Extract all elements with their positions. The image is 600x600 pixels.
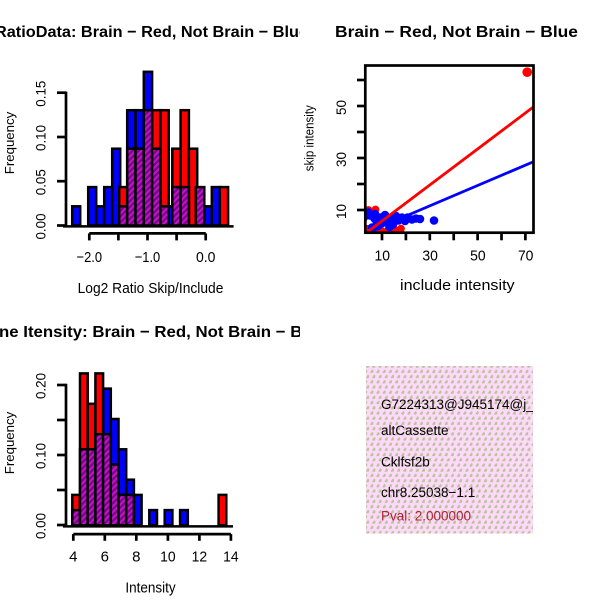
svg-text:50: 50 — [470, 247, 486, 264]
svg-text:G7224313@J945174@j_5: G7224313@J945174@j_5 — [381, 397, 541, 412]
svg-text:0.05: 0.05 — [33, 169, 49, 195]
svg-text:14: 14 — [223, 549, 239, 566]
svg-text:Frequency: Frequency — [3, 111, 17, 174]
svg-text:RatioData: Brain − Red, Not Br: RatioData: Brain − Red, Not Brain − Blue — [0, 24, 308, 41]
svg-text:−2.0: −2.0 — [77, 249, 103, 266]
svg-text:0.20: 0.20 — [33, 373, 49, 399]
svg-text:6: 6 — [101, 549, 109, 566]
svg-text:Cklfsf2b: Cklfsf2b — [381, 455, 430, 470]
svg-text:12: 12 — [192, 549, 208, 566]
svg-text:10: 10 — [375, 247, 391, 264]
svg-text:Intensity: Intensity — [125, 579, 176, 596]
svg-text:skip intensity: skip intensity — [303, 105, 317, 172]
svg-text:Frequency: Frequency — [3, 411, 17, 474]
svg-text:0.00: 0.00 — [33, 213, 49, 239]
svg-text:0.0: 0.0 — [196, 249, 216, 266]
svg-text:10: 10 — [160, 549, 176, 566]
svg-text:Gene Itensity: Brain − Red, No: Gene Itensity: Brain − Red, Not Brain − … — [0, 324, 327, 341]
svg-text:−1.0: −1.0 — [135, 249, 161, 266]
svg-text:0.00: 0.00 — [33, 513, 49, 539]
svg-text:0.15: 0.15 — [33, 80, 49, 106]
svg-text:Log2 Ratio Skip/Include: Log2 Ratio Skip/Include — [78, 280, 224, 297]
svg-text:0.10: 0.10 — [33, 443, 49, 469]
svg-text:8: 8 — [132, 549, 140, 566]
svg-text:0.10: 0.10 — [33, 125, 49, 151]
svg-text:50: 50 — [333, 100, 349, 115]
svg-text:chr8.25038−1.1: chr8.25038−1.1 — [381, 485, 475, 500]
svg-text:30: 30 — [422, 247, 438, 264]
svg-text:10: 10 — [333, 204, 349, 219]
svg-text:70: 70 — [518, 247, 534, 264]
svg-text:include intensity: include intensity — [400, 277, 515, 294]
svg-text:altCassette: altCassette — [381, 423, 449, 438]
svg-text:Brain − Red, Not Brain − Blue: Brain − Red, Not Brain − Blue — [335, 24, 578, 41]
svg-text:30: 30 — [333, 152, 349, 167]
svg-text:Pval: 2.000000: Pval: 2.000000 — [381, 509, 471, 524]
svg-text:4: 4 — [69, 549, 77, 566]
